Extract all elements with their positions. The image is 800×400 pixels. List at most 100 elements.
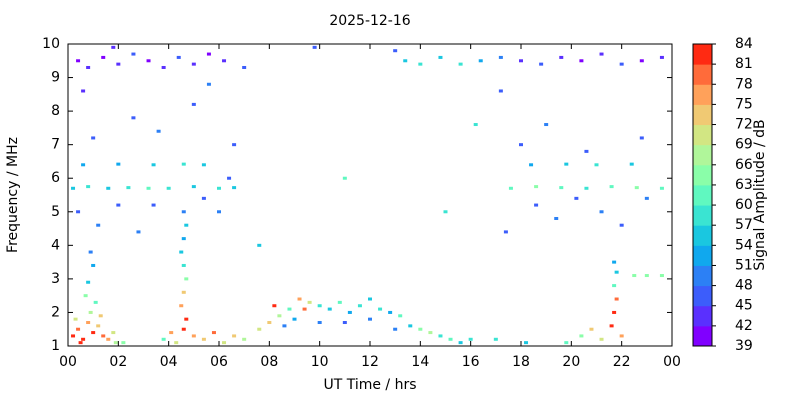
colorbar-tick-label: 66 bbox=[735, 157, 753, 173]
x-tick-label: 02 bbox=[109, 354, 127, 370]
chart-title: 2025-12-16 bbox=[329, 13, 410, 29]
data-cell bbox=[191, 334, 196, 338]
data-cell bbox=[116, 162, 121, 166]
data-cell bbox=[179, 250, 184, 254]
colorbar-swatch bbox=[693, 205, 712, 226]
colorbar-swatch bbox=[693, 84, 712, 105]
data-cell bbox=[639, 59, 644, 63]
data-cell bbox=[111, 45, 116, 49]
data-cell bbox=[609, 185, 614, 189]
data-cell bbox=[594, 163, 599, 167]
data-cell bbox=[93, 300, 98, 304]
colorbar-swatch bbox=[693, 285, 712, 307]
data-cell bbox=[71, 334, 76, 338]
y-tick-label: 4 bbox=[51, 237, 60, 253]
data-cell bbox=[564, 341, 569, 345]
colorbar-swatch bbox=[693, 104, 712, 126]
colorbar bbox=[693, 44, 712, 347]
x-tick-label: 16 bbox=[462, 354, 480, 370]
data-cell bbox=[184, 317, 189, 321]
data-cell bbox=[88, 310, 93, 314]
data-cell bbox=[201, 337, 206, 341]
colorbar-swatch bbox=[693, 164, 712, 186]
data-cell bbox=[111, 331, 116, 335]
data-cell bbox=[181, 210, 186, 214]
data-cell bbox=[559, 55, 564, 59]
colorbar-tick-label: 60 bbox=[735, 197, 753, 213]
y-tick-label: 10 bbox=[42, 36, 60, 52]
data-cell bbox=[232, 186, 237, 190]
data-cell bbox=[564, 162, 569, 166]
colorbar-swatch bbox=[693, 305, 712, 327]
data-cell bbox=[116, 203, 121, 207]
data-cell bbox=[257, 327, 262, 331]
colorbar-frame bbox=[692, 43, 713, 347]
data-cell bbox=[156, 129, 161, 133]
data-cell bbox=[174, 341, 179, 345]
x-tick-label: 10 bbox=[311, 354, 329, 370]
data-cell bbox=[217, 186, 221, 190]
data-cell bbox=[86, 65, 91, 69]
y-tick-label: 2 bbox=[51, 304, 60, 320]
data-cell bbox=[508, 186, 513, 190]
data-cell bbox=[106, 337, 111, 341]
data-cell bbox=[71, 186, 76, 190]
colorbar-tick-label: 78 bbox=[735, 76, 753, 92]
data-cell bbox=[121, 341, 126, 345]
x-tick-label: 06 bbox=[210, 354, 228, 370]
data-cell bbox=[272, 304, 277, 308]
plot-frame bbox=[67, 43, 673, 347]
data-cell bbox=[222, 341, 227, 345]
colorbar-swatch bbox=[693, 225, 712, 246]
data-cell bbox=[96, 223, 101, 227]
data-cell bbox=[612, 310, 617, 314]
data-cell bbox=[317, 304, 322, 308]
y-tick-label: 9 bbox=[51, 70, 60, 86]
data-cell bbox=[368, 297, 372, 301]
x-tick-label: 04 bbox=[160, 354, 178, 370]
colorbar-swatch bbox=[693, 44, 712, 65]
data-cell bbox=[659, 55, 664, 59]
data-cell bbox=[619, 62, 624, 66]
colorbar-tick-label: 72 bbox=[735, 117, 753, 133]
data-cell bbox=[76, 210, 81, 214]
data-cell bbox=[614, 297, 619, 301]
data-cell bbox=[91, 331, 96, 335]
data-cell bbox=[161, 65, 166, 69]
colorbar-tick-label: 57 bbox=[735, 217, 753, 233]
data-cell bbox=[378, 307, 383, 311]
data-cell bbox=[599, 210, 604, 214]
data-cell bbox=[584, 186, 589, 190]
data-cell bbox=[76, 327, 81, 331]
x-tick-label: 08 bbox=[260, 354, 278, 370]
data-cell bbox=[644, 274, 649, 278]
x-tick-label: 20 bbox=[562, 354, 580, 370]
colorbar-swatch bbox=[693, 184, 712, 206]
data-cell bbox=[619, 223, 624, 227]
data-cell bbox=[614, 270, 619, 274]
data-cell bbox=[312, 45, 317, 49]
y-tick-label: 7 bbox=[51, 137, 60, 153]
data-cell bbox=[91, 263, 96, 267]
data-cell bbox=[612, 260, 617, 264]
data-cell bbox=[599, 52, 604, 56]
data-cell bbox=[232, 143, 237, 147]
data-cell bbox=[418, 62, 423, 66]
data-cell bbox=[534, 185, 539, 189]
colorbar-tick-label: 69 bbox=[735, 137, 753, 153]
data-cell bbox=[86, 185, 91, 189]
colorbar-tick-label: 81 bbox=[735, 56, 753, 72]
data-cell bbox=[126, 186, 131, 190]
data-cell bbox=[179, 304, 184, 308]
data-cell bbox=[659, 274, 664, 278]
data-cell bbox=[217, 210, 221, 214]
data-cell bbox=[403, 59, 408, 63]
data-cell bbox=[131, 52, 136, 56]
data-cell bbox=[116, 62, 121, 66]
data-cell bbox=[524, 341, 529, 345]
data-cell bbox=[191, 185, 196, 189]
y-tick-label: 6 bbox=[51, 170, 60, 186]
data-cell bbox=[211, 331, 216, 335]
data-cell bbox=[106, 186, 111, 190]
data-cell bbox=[191, 62, 196, 66]
